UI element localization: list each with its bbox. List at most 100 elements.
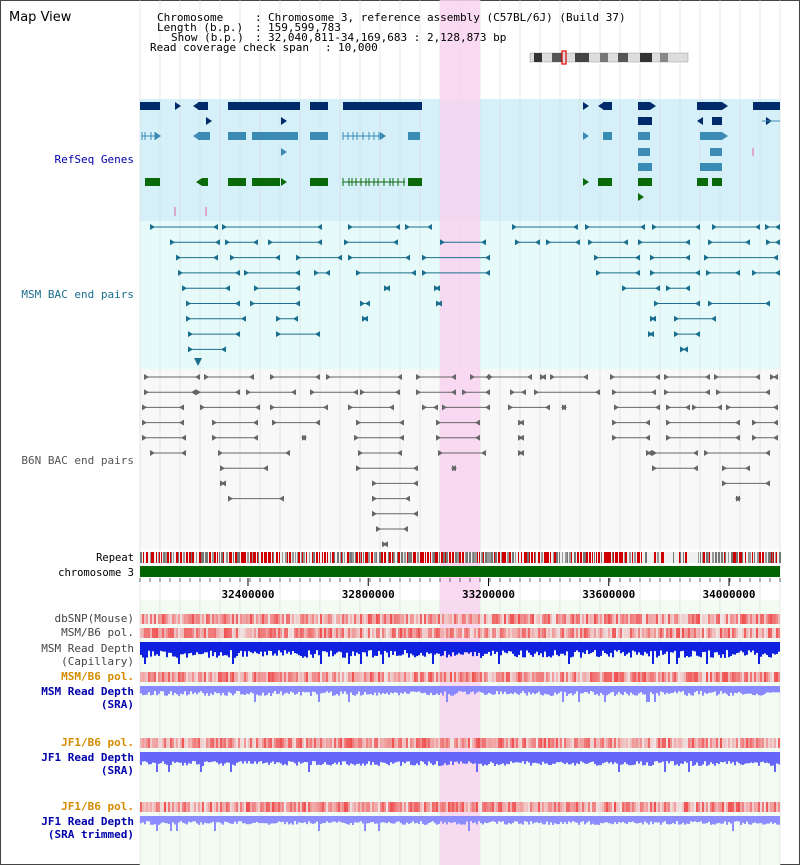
depth-bar [202, 816, 204, 825]
depth-bar [320, 752, 322, 766]
heat-cell [364, 738, 366, 748]
bac-end [714, 374, 719, 380]
heat-cell [172, 672, 174, 682]
repeat-element [587, 552, 588, 563]
refseq-genes-track[interactable] [140, 102, 780, 216]
heat-cell [748, 614, 750, 624]
depth-bar [142, 686, 144, 696]
chromosome-bar[interactable] [140, 566, 780, 577]
repeat-element [554, 552, 556, 563]
heat-cell [182, 738, 184, 748]
repeat-element [408, 552, 410, 563]
heat-cell [346, 628, 348, 638]
depth-bar [322, 816, 324, 824]
heat-cell [484, 628, 486, 638]
heat-cell [238, 614, 240, 624]
repeat-element [775, 552, 776, 563]
heat-cell [554, 738, 556, 748]
depth-bar [666, 752, 668, 762]
depth-bar [436, 816, 438, 825]
repeat-element [254, 552, 256, 563]
depth-bar [556, 642, 558, 655]
bac-end [595, 389, 600, 396]
heat-cell [692, 628, 694, 638]
repeat-track[interactable] [140, 552, 781, 563]
repeat-element [598, 552, 600, 563]
heat-cell [168, 802, 170, 812]
heat-cell [176, 738, 178, 748]
heat-cell [280, 614, 282, 624]
polymorphism-heat-tracks[interactable] [140, 614, 780, 812]
heat-cell [322, 802, 324, 812]
depth-bar [312, 816, 314, 824]
depth-bar [200, 816, 202, 823]
depth-bar [432, 816, 434, 822]
depth-bar [438, 752, 440, 766]
heat-cell [488, 738, 490, 748]
heat-cell [154, 628, 156, 638]
depth-bar [602, 816, 604, 824]
chromosome-ideogram[interactable] [529, 50, 689, 65]
depth-bar [400, 642, 402, 656]
heat-cell [246, 628, 248, 638]
heat-cell [458, 614, 460, 624]
heat-cell [368, 738, 370, 748]
selected-region-highlight[interactable] [440, 0, 480, 865]
bac-end [200, 404, 205, 411]
depth-bar [760, 752, 762, 763]
heat-cell [714, 802, 716, 812]
heat-cell [152, 628, 154, 638]
depth-bar [768, 642, 770, 658]
depth-bar [714, 752, 716, 766]
heat-cell [178, 614, 180, 624]
depth-bar [362, 642, 364, 653]
heat-cell [496, 802, 498, 812]
bac-end [594, 254, 599, 261]
depth-bar [152, 642, 154, 652]
depth-bar [486, 816, 488, 824]
depth-bar [302, 816, 304, 823]
b6n-bac-track[interactable] [142, 374, 778, 548]
msm-bac-track[interactable] [150, 224, 780, 366]
depth-bar [682, 642, 684, 651]
bac-end [488, 374, 493, 380]
repeat-element [594, 552, 595, 563]
heat-cell [384, 614, 386, 624]
heat-cell [760, 672, 762, 682]
depth-bar [650, 752, 652, 766]
heat-cell [412, 802, 414, 812]
heat-cell [590, 628, 592, 638]
heat-cell [482, 628, 484, 638]
heat-cell [588, 738, 590, 748]
heat-cell [392, 738, 394, 748]
depth-bar [428, 642, 430, 654]
depth-bar [702, 686, 704, 696]
heat-cell [516, 738, 518, 748]
depth-bar [458, 686, 460, 692]
depth-bar [696, 642, 698, 656]
bac-end [360, 389, 365, 396]
heat-cell [196, 672, 198, 682]
depth-bar [668, 816, 670, 825]
depth-bar [754, 816, 756, 823]
heat-cell [732, 672, 734, 682]
repeat-element [394, 552, 395, 563]
heat-cell [374, 738, 376, 748]
heat-cell [170, 628, 172, 638]
heat-cell [736, 614, 738, 624]
heat-cell [140, 628, 142, 638]
heat-cell [180, 614, 182, 624]
header-length-label: Length (b.p.) [157, 21, 244, 34]
repeat-element [316, 552, 318, 563]
heat-cell [712, 628, 714, 638]
depth-bar [304, 816, 306, 823]
heat-cell [524, 802, 526, 812]
heat-cell [594, 802, 596, 812]
heat-cell [516, 802, 518, 812]
heat-cell [386, 802, 388, 812]
heat-cell [176, 614, 178, 624]
read-depth-tracks[interactable] [140, 642, 780, 831]
heat-cell [262, 802, 264, 812]
repeat-element [270, 552, 271, 563]
